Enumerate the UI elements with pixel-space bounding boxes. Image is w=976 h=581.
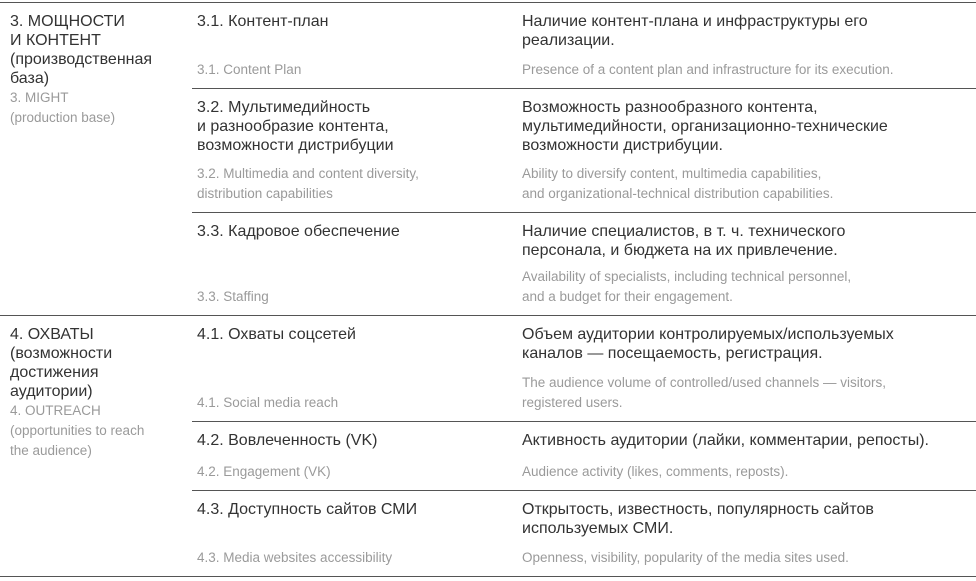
criterion-desc-cell: Наличие контент-плана и инфраструктуры е… (522, 12, 976, 80)
criterion-name-en: 4.2. Engagement (VK) (197, 464, 331, 479)
criterion-desc-cell: Объем аудитории контролируемых/используе… (522, 325, 976, 413)
criterion-desc-ru: Активность аудитории (лайки, комментарии… (522, 432, 929, 449)
criterion-desc-cell: Активность аудитории (лайки, комментарии… (522, 431, 976, 482)
table-row: 4.3. Доступность сайтов СМИ 4.3. Media w… (192, 491, 976, 576)
criterion-name-ru: 4.2. Вовлеченность (VK) (197, 432, 378, 449)
section-title-ru: 4. ОХВАТЫ (возможности достижения аудито… (10, 326, 113, 400)
criterion-desc-ru: Наличие контент-плана и инфраструктуры е… (522, 13, 868, 49)
criterion-desc-en: Openness, visibility, popularity of the … (522, 550, 849, 565)
criterion-desc-en: Ability to diversify content, multimedia… (522, 166, 834, 201)
criterion-name-cell: 4.1. Охваты соцсетей 4.1. Social media r… (192, 325, 522, 413)
criterion-desc-ru: Открытость, известность, популярность са… (522, 501, 874, 537)
criterion-desc-en: Availability of specialists, including t… (522, 269, 852, 304)
criterion-name-ru: 4.1. Охваты соцсетей (197, 326, 356, 343)
criterion-name-en: 3.2. Multimedia and content diversity, d… (197, 166, 419, 201)
criterion-name-en: 3.1. Content Plan (197, 62, 302, 77)
section-rows: 3.1. Контент-план 3.1. Content Plan Нали… (192, 3, 976, 315)
criterion-name-ru: 3.1. Контент-план (197, 13, 329, 30)
criterion-name-cell: 3.2. Мультимедийность и разнообразие кон… (192, 98, 522, 204)
criterion-name-en: 4.3. Media websites accessibility (197, 550, 393, 565)
table-row: 4.2. Вовлеченность (VK) 4.2. Engagement … (192, 422, 976, 491)
section-heading: 3. МОЩНОСТИ И КОНТЕНТ (производственная … (0, 3, 182, 315)
criterion-name-ru: 3.2. Мультимедийность и разнообразие кон… (197, 99, 394, 154)
criterion-desc-en: Audience activity (likes, comments, repo… (522, 464, 789, 479)
criterion-name-ru: 4.3. Доступность сайтов СМИ (197, 501, 418, 518)
section-heading: 4. ОХВАТЫ (возможности достижения аудито… (0, 316, 182, 576)
criterion-name-cell: 3.1. Контент-план 3.1. Content Plan (192, 12, 522, 80)
criterion-name-en: 3.3. Staffing (197, 289, 269, 304)
criterion-desc-cell: Открытость, известность, популярность са… (522, 500, 976, 568)
section-4: 4. ОХВАТЫ (возможности достижения аудито… (0, 316, 976, 577)
criterion-name-cell: 4.2. Вовлеченность (VK) 4.2. Engagement … (192, 431, 522, 482)
criterion-desc-ru: Наличие специалистов, в т. ч. техническо… (522, 223, 846, 259)
criterion-desc-cell: Наличие специалистов, в т. ч. техническо… (522, 222, 976, 307)
table-row: 4.1. Охваты соцсетей 4.1. Social media r… (192, 316, 976, 422)
section-title-en: 4. OUTREACH (opportunities to reach the … (10, 403, 145, 458)
criterion-desc-en: Presence of a content plan and infrastru… (522, 62, 894, 77)
table-row: 3.1. Контент-план 3.1. Content Plan Нали… (192, 3, 976, 89)
criterion-desc-en: The audience volume of controlled/used c… (522, 375, 886, 410)
criterion-desc-ru: Возможность разнообразного контента, мул… (522, 99, 888, 154)
section-3: 3. МОЩНОСТИ И КОНТЕНТ (производственная … (0, 3, 976, 316)
criterion-name-ru: 3.3. Кадровое обеспечение (197, 223, 400, 240)
criterion-name-cell: 4.3. Доступность сайтов СМИ 4.3. Media w… (192, 500, 522, 568)
criterion-name-en: 4.1. Social media reach (197, 395, 339, 410)
section-rows: 4.1. Охваты соцсетей 4.1. Social media r… (192, 316, 976, 576)
criterion-desc-cell: Возможность разнообразного контента, мул… (522, 98, 976, 204)
criterion-name-cell: 3.3. Кадровое обеспечение 3.3. Staffing (192, 222, 522, 307)
table-row: 3.3. Кадровое обеспечение 3.3. Staffing … (192, 213, 976, 315)
section-title-ru: 3. МОЩНОСТИ И КОНТЕНТ (производственная … (10, 13, 153, 87)
section-title-en: 3. MIGHT (production base) (10, 90, 116, 125)
criterion-desc-ru: Объем аудитории контролируемых/используе… (522, 326, 894, 362)
table-row: 3.2. Мультимедийность и разнообразие кон… (192, 89, 976, 213)
